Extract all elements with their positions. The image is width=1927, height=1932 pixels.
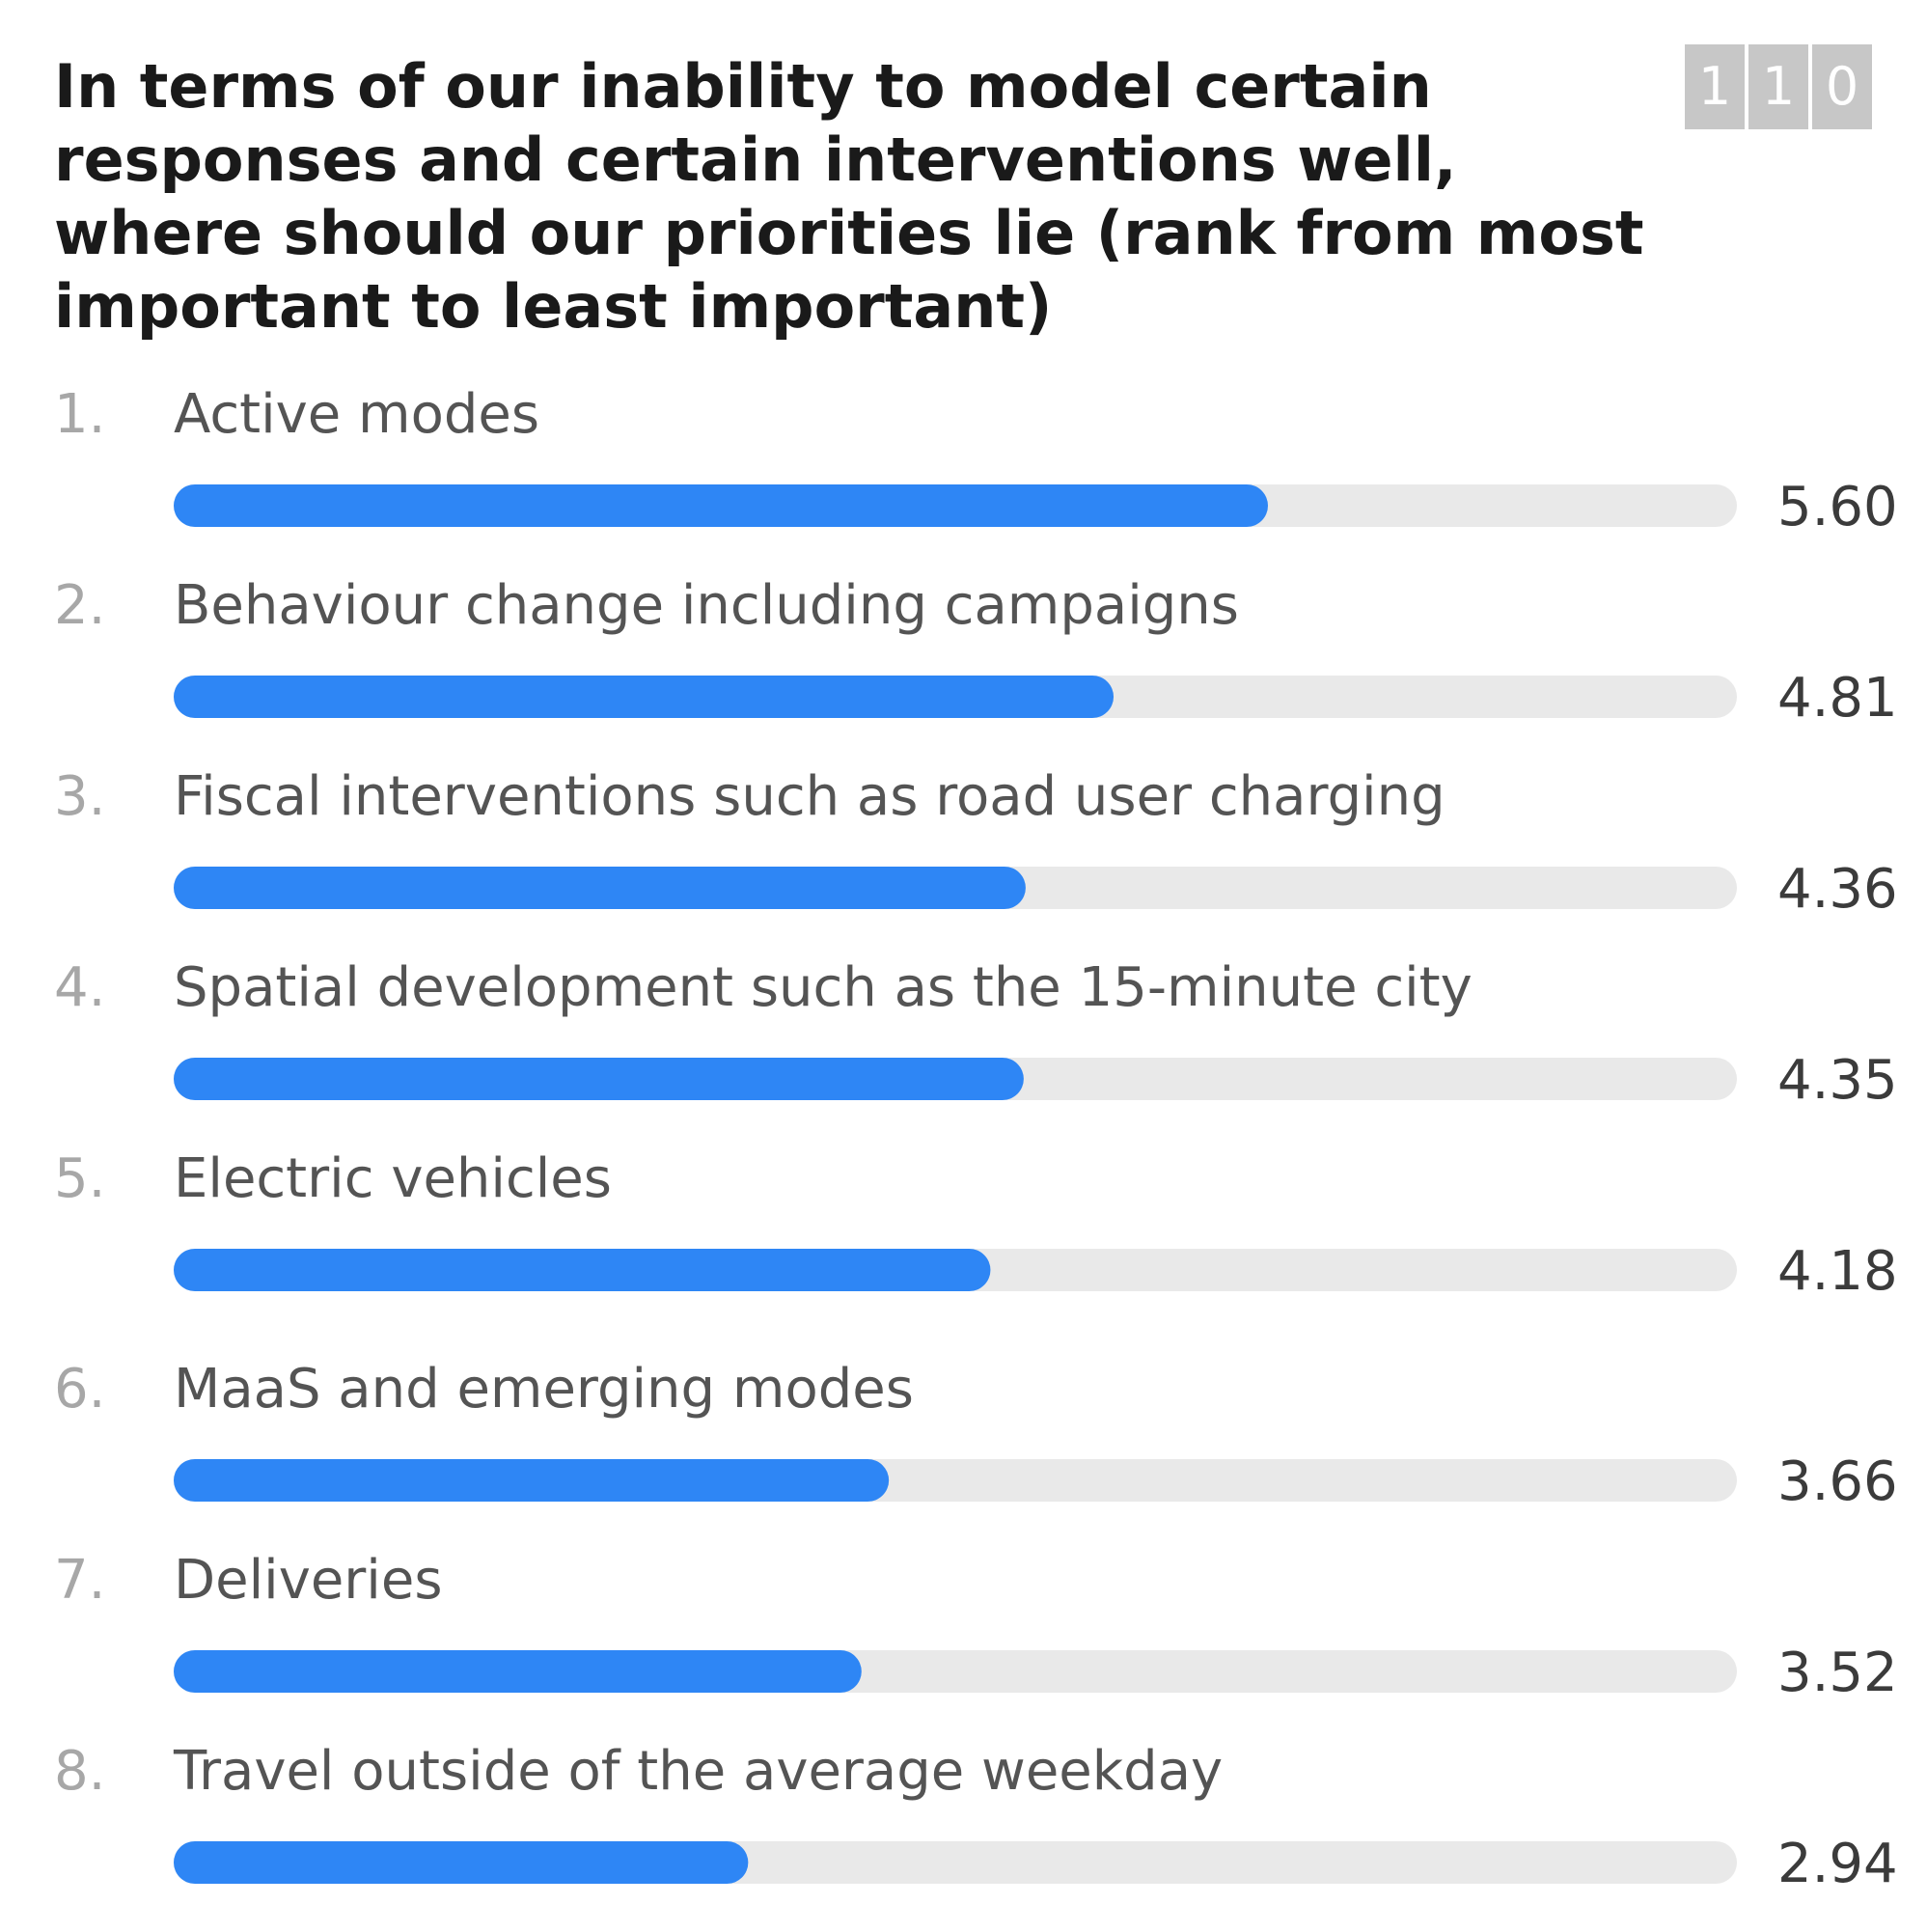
bar bbox=[174, 676, 1115, 718]
rank-number: 6. bbox=[54, 1358, 105, 1421]
rank-number: 1. bbox=[54, 383, 105, 446]
bar bbox=[174, 1459, 890, 1502]
category-label: Travel outside of the average weekday bbox=[173, 1740, 1223, 1803]
question-title: In terms of our inability to model certa… bbox=[54, 51, 1644, 342]
ranking-row: 3. Fiscal interventions such as road user… bbox=[54, 765, 1898, 921]
ranking-row: 6. MaaS and emerging modes 3.66 bbox=[54, 1358, 1898, 1513]
counter-digit-1: 1 bbox=[1685, 44, 1745, 129]
rank-number: 4. bbox=[54, 956, 105, 1019]
value-label: 4.18 bbox=[1777, 1240, 1898, 1303]
ranking-row: 8. Travel outside of the average weekday 2… bbox=[54, 1740, 1898, 1895]
rank-number: 7. bbox=[54, 1549, 105, 1612]
bar bbox=[174, 1650, 862, 1693]
rank-number: 2. bbox=[54, 574, 105, 637]
category-label: Behaviour change including campaigns bbox=[174, 574, 1239, 637]
rank-number: 5. bbox=[54, 1147, 105, 1210]
ranking-row: 1. Active modes 5.60 bbox=[54, 383, 1898, 538]
counter-digit-3: 0 bbox=[1812, 44, 1872, 129]
response-counter: 1 1 0 bbox=[1685, 44, 1872, 129]
ranking-row: 5. Electric vehicles 4.18 bbox=[54, 1147, 1898, 1303]
ranking-row: 2. Behaviour change including campaigns 4.… bbox=[54, 574, 1898, 730]
value-label: 4.36 bbox=[1777, 858, 1898, 921]
category-label: Electric vehicles bbox=[174, 1147, 612, 1210]
counter-digit-2: 1 bbox=[1748, 44, 1808, 129]
value-label: 2.94 bbox=[1777, 1833, 1898, 1895]
bar bbox=[174, 1058, 1024, 1100]
bar bbox=[174, 484, 1268, 527]
value-label: 4.81 bbox=[1777, 667, 1898, 730]
ranking-row: 4. Spatial development such as the 15-min… bbox=[54, 956, 1898, 1112]
rank-number: 3. bbox=[54, 765, 105, 828]
bar bbox=[174, 1841, 749, 1884]
bar bbox=[174, 867, 1026, 909]
category-label: Active modes bbox=[174, 383, 539, 446]
value-label: 3.66 bbox=[1777, 1450, 1898, 1513]
value-label: 3.52 bbox=[1777, 1642, 1898, 1704]
category-label: Fiscal interventions such as road user c… bbox=[174, 765, 1445, 828]
ranking-row: 7. Deliveries 3.52 bbox=[54, 1549, 1898, 1704]
value-label: 4.35 bbox=[1777, 1049, 1898, 1112]
category-label: Spatial development such as the 15-minut… bbox=[174, 956, 1473, 1019]
category-label: MaaS and emerging modes bbox=[174, 1358, 914, 1421]
value-label: 5.60 bbox=[1777, 476, 1898, 538]
rank-number: 8. bbox=[54, 1740, 105, 1803]
category-label: Deliveries bbox=[174, 1549, 443, 1612]
bar bbox=[174, 1249, 991, 1291]
